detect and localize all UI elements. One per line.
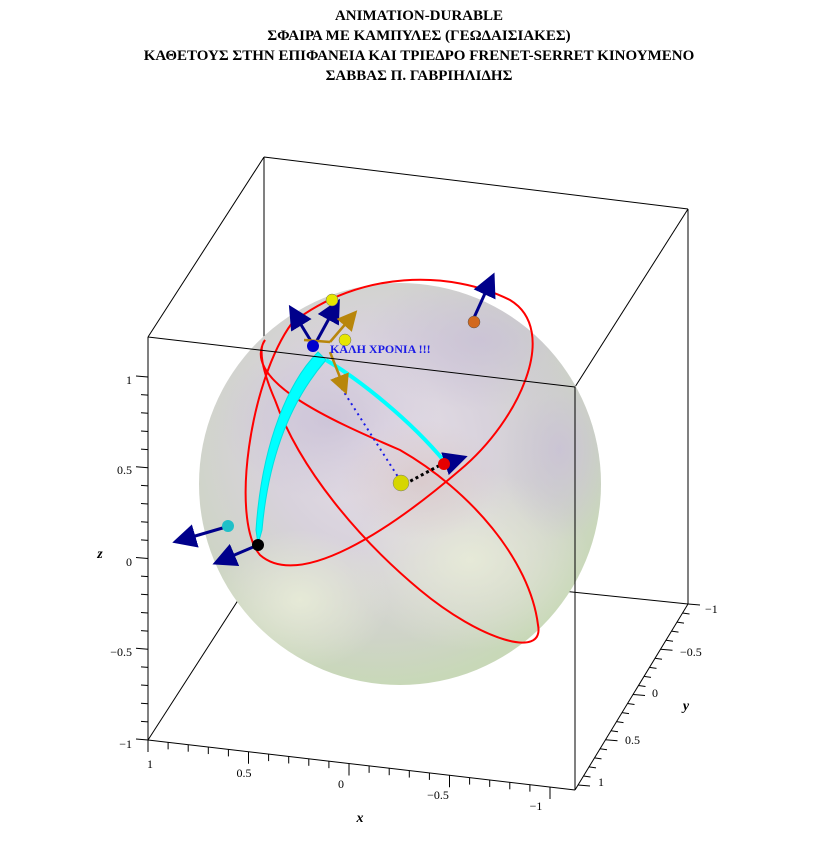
x-tick-label: −1 [530, 799, 543, 813]
x-axis-label: x [356, 811, 364, 826]
title-line-3: ΚΑΘΕΤΟΥΣ ΣΤΗΝ ΕΠΙΦΑΝΕΙΑ ΚΑΙ ΤΡΙΕΔΡΟ FREN… [143, 48, 695, 64]
x-tick-label: 1 [147, 757, 153, 771]
ball-black [252, 539, 264, 551]
z-tick [135, 738, 149, 741]
z-tick [140, 575, 149, 578]
plot-title: ANIMATION-DURABLE ΣΦΑΙΡΑ ΜΕ ΚΑΜΠΥΛΕΣ (ΓΕ… [0, 6, 838, 86]
y-tick-label: 0 [652, 686, 658, 700]
y-tick [583, 775, 591, 778]
y-tick [594, 757, 602, 760]
y-tick [627, 703, 635, 706]
x-tick-label: −0.5 [427, 788, 449, 802]
z-tick [140, 630, 149, 632]
points [222, 293, 481, 551]
y-tick-label: −0.5 [680, 645, 702, 659]
dotted-connector-black [404, 461, 445, 486]
z-tick [140, 430, 149, 432]
x-tick-label: 0.5 [237, 766, 252, 780]
z-tick [140, 539, 149, 541]
y-tick [588, 766, 597, 769]
y-tick [654, 657, 663, 660]
ball-yellow-mid [338, 333, 352, 347]
z-tick [135, 466, 149, 469]
x-tick-label: 0 [338, 777, 344, 791]
z-tick [140, 720, 149, 723]
z-tick [140, 611, 149, 614]
ball-cyan [222, 520, 234, 532]
greeting-annotation: ΚΑΛΗ ΧΡΟΝΙΑ !!! [330, 342, 431, 356]
z-tick-label: −1 [119, 737, 132, 751]
y-tick [687, 603, 701, 606]
y-tick [599, 748, 608, 751]
dotted-connector-blue [334, 377, 401, 481]
geodesic-thin-curve [324, 358, 447, 464]
z-tick-label: 1 [126, 373, 132, 387]
z-tick [140, 593, 149, 596]
z-tick [135, 557, 149, 559]
z-tick [140, 684, 149, 687]
y-tick [660, 648, 673, 651]
y-tick [577, 784, 591, 787]
z-tick [140, 484, 149, 487]
z-tick-label: 0 [126, 555, 132, 569]
ball-blue [307, 340, 319, 352]
title-line-2: ΣΦΑΙΡΑ ΜΕ ΚΑΜΠΥΛΕΣ (ΓΕΩΔΑΙΣΙΑΚΕΣ) [267, 28, 571, 44]
z-tick-label: −0.5 [110, 645, 132, 659]
geodesic-curve [255, 351, 327, 545]
z-tick [140, 521, 149, 523]
ball-orange [467, 315, 481, 329]
y-tick [682, 612, 690, 615]
y-axis-label: y [681, 699, 690, 714]
y-tick [632, 694, 646, 696]
y-tick [621, 712, 630, 715]
z-tick [140, 394, 149, 396]
y-tick [649, 666, 657, 669]
ball-yellow-large [392, 474, 410, 492]
z-tick [140, 702, 149, 705]
z-tick [140, 666, 149, 668]
y-tick [605, 739, 618, 742]
bounding-box-front [147, 336, 689, 791]
ball-red [438, 458, 450, 470]
y-tick [665, 639, 674, 642]
y-tick [671, 630, 679, 633]
z-axis: 1 0.5 0 −0.5 −1 z [96, 373, 132, 751]
title-line-1: ANIMATION-DURABLE [334, 8, 504, 24]
z-axis-label: z [96, 547, 103, 562]
y-tick [676, 621, 685, 624]
y-tick [616, 721, 624, 724]
y-tick-label: 1 [598, 775, 604, 789]
z-tick [135, 647, 149, 650]
axis-ticks [135, 375, 701, 799]
y-tick-label: 0.5 [625, 733, 640, 747]
z-tick [140, 412, 149, 414]
y-tick [610, 730, 619, 733]
z-tick-label: 0.5 [117, 463, 132, 477]
z-tick [140, 503, 149, 505]
y-axis: −1 −0.5 0 0.5 1 y [598, 602, 718, 789]
y-tick [643, 675, 652, 678]
y-tick [638, 684, 646, 687]
ball-yellow-top [325, 293, 339, 307]
z-tick [140, 448, 149, 451]
y-tick-label: −1 [705, 602, 718, 616]
z-tick [135, 375, 149, 378]
title-line-4: ΣΑΒΒΑΣ Π. ΓΑΒΡΙΗΛΙΔΗΣ [325, 68, 513, 84]
x-axis: 1 0.5 0 −0.5 −1 x [147, 757, 542, 826]
